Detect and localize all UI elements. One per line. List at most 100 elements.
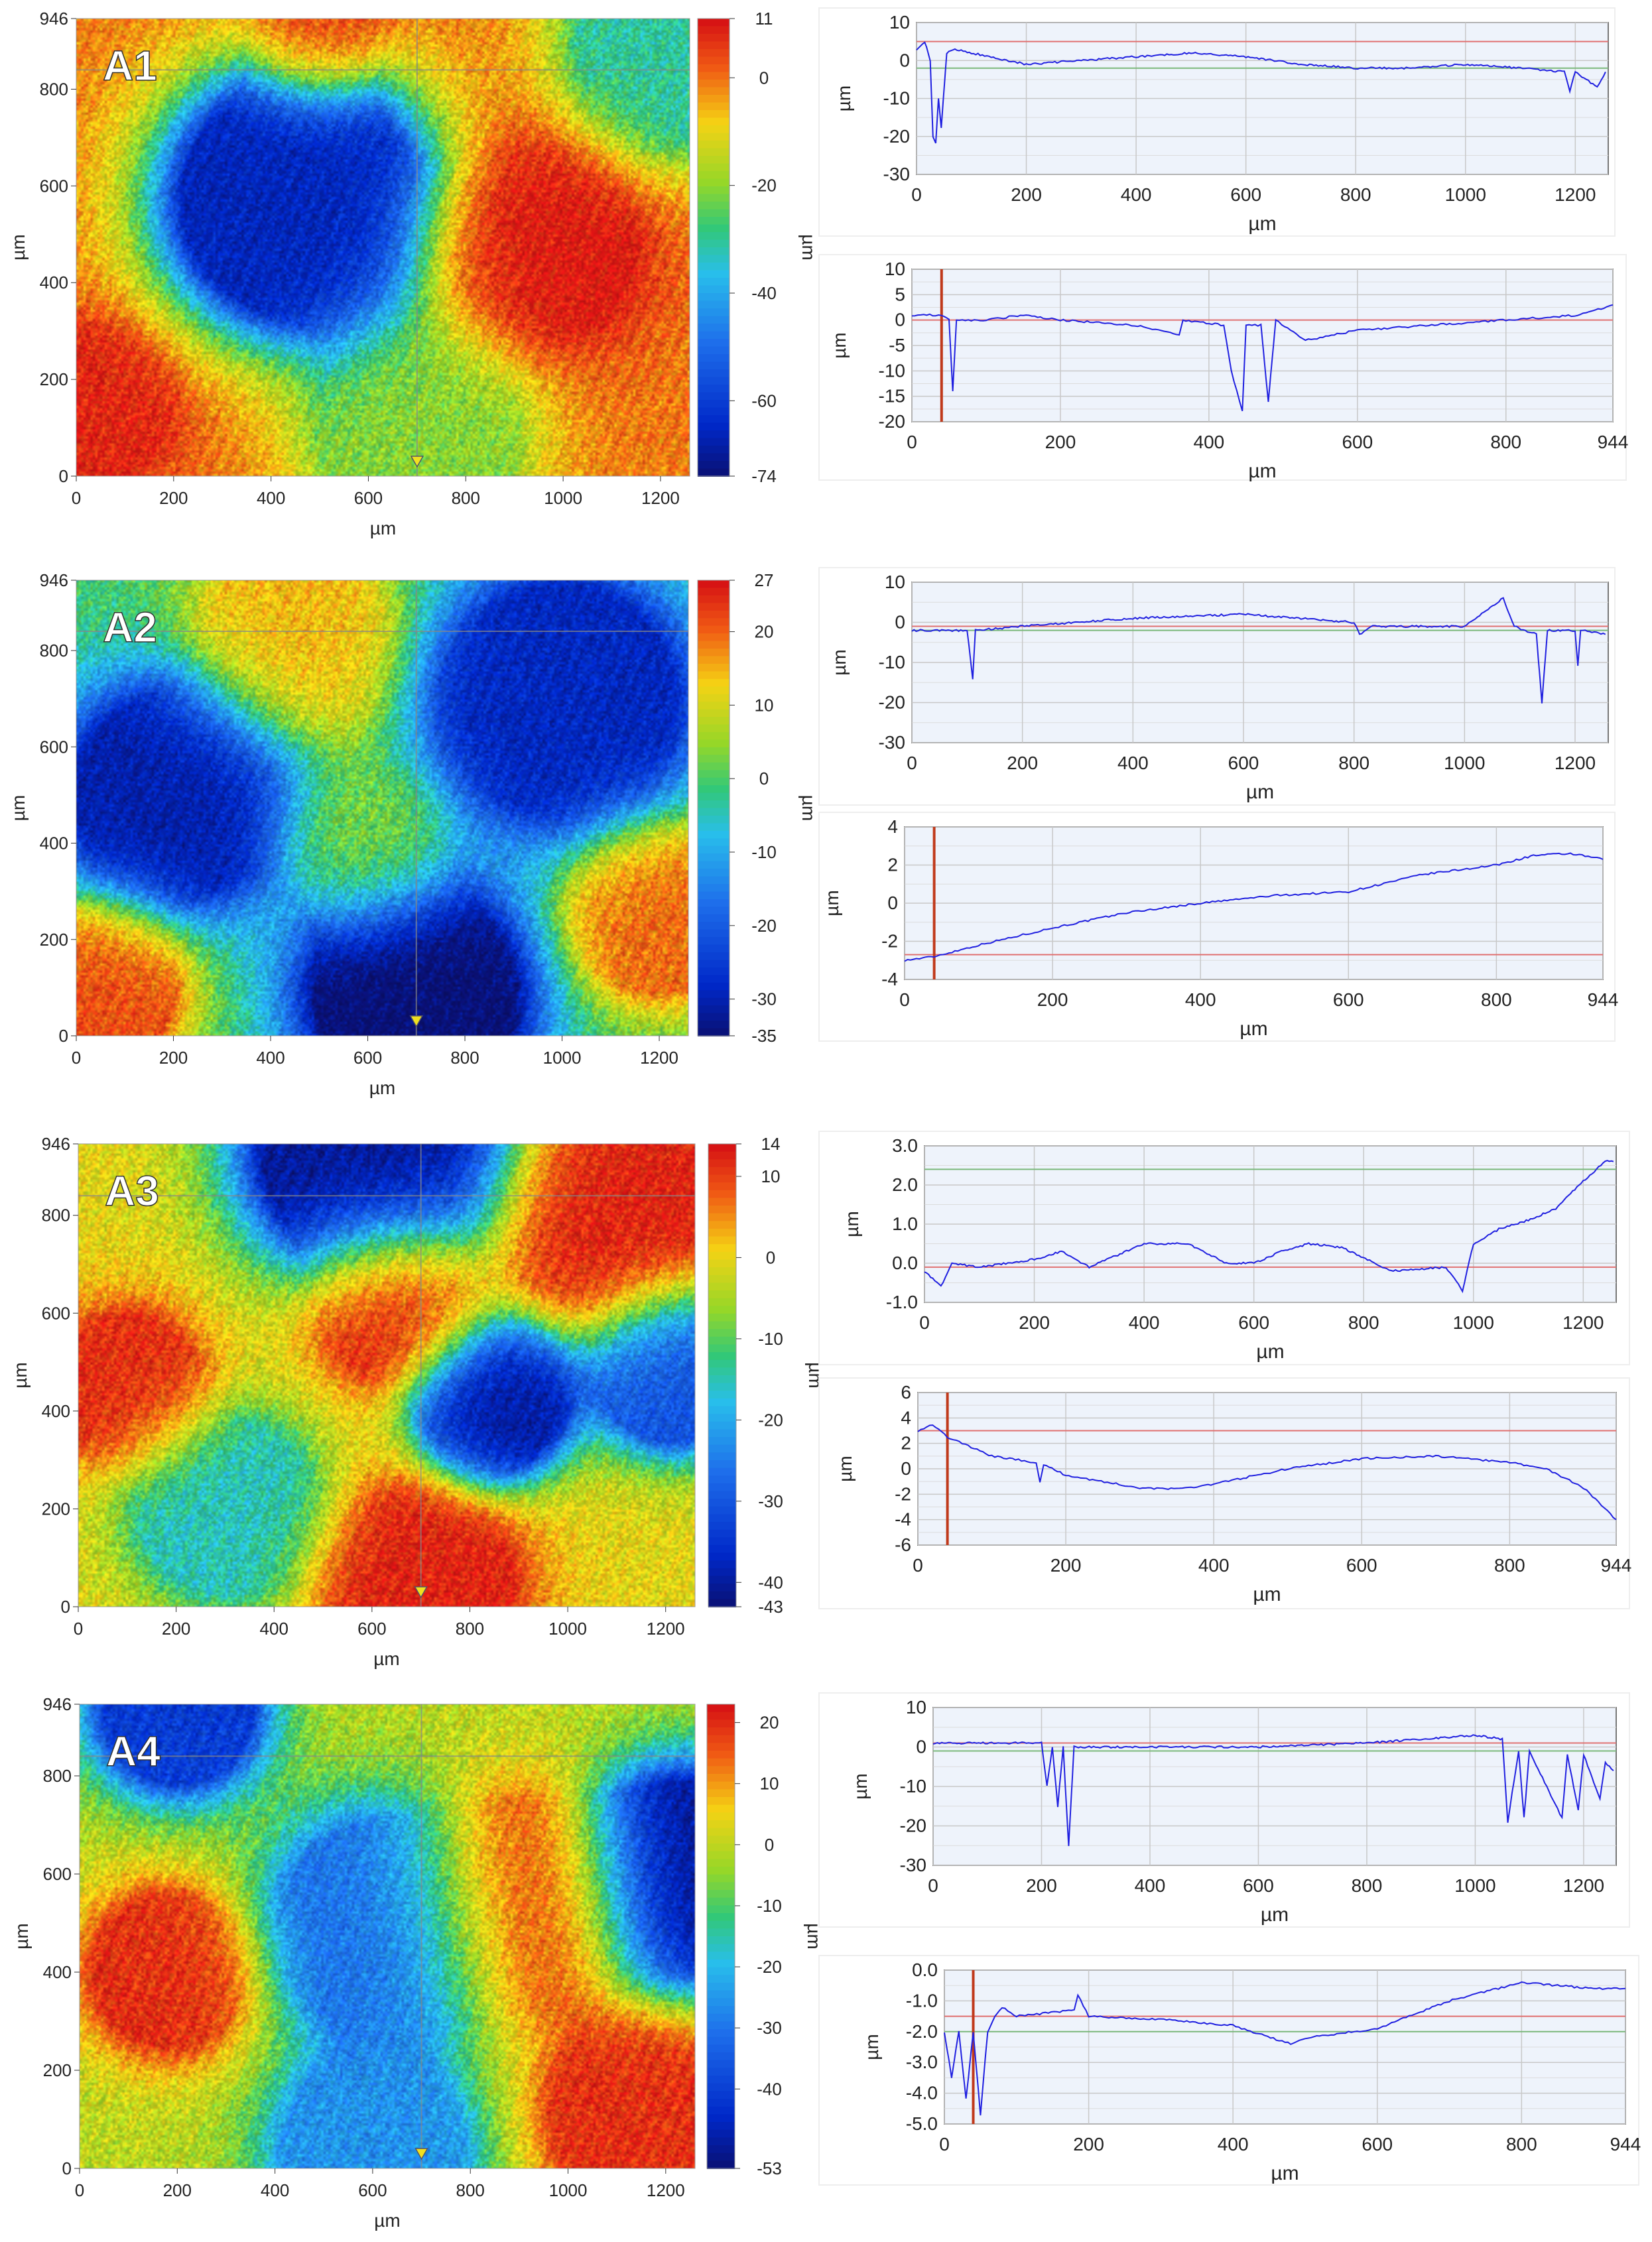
colorbar-tick-label: -30 [751, 989, 777, 1009]
x-tick-label: 400 [261, 2180, 289, 2200]
colorbar-segment [708, 1483, 736, 1492]
x-tick-label: 0 [72, 1048, 81, 1068]
colorbar-segment [707, 2006, 735, 2015]
colorbar-segment [698, 702, 730, 710]
colorbar-segment [708, 1236, 736, 1245]
colorbar-segment [708, 1414, 736, 1422]
colorbar-segment [708, 1522, 736, 1530]
y-tick-label: 10 [885, 572, 905, 592]
colorbar-tick-label: -20 [751, 916, 777, 936]
profile-series-line [917, 1424, 1617, 1521]
colorbar-label: µm [805, 1362, 826, 1388]
colorbar-segment [698, 80, 730, 88]
colorbar-segment [707, 2029, 735, 2038]
x-tick-label: 600 [1238, 1312, 1269, 1333]
y-tick-label: 0 [916, 1737, 926, 1757]
map-frame [79, 1704, 696, 2169]
colorbar-tick-label: 10 [760, 1774, 779, 1794]
colorbar-segment [708, 1359, 736, 1369]
x-tick-label: 200 [1011, 184, 1042, 205]
colorbar-segment [698, 339, 730, 347]
colorbar-segment [698, 603, 730, 611]
colorbar-segment [707, 1952, 735, 1960]
colorbar-segment [698, 87, 730, 95]
colorbar-segment [707, 1913, 735, 1922]
colorbar-segment [708, 1166, 736, 1176]
x-tick-label: 400 [257, 488, 285, 508]
colorbar-segment [708, 1144, 736, 1152]
y-tick-label: 600 [43, 1864, 72, 1884]
colorbar-segment [708, 1336, 736, 1345]
x-tick-label: 0 [928, 1875, 938, 1896]
x-tick-label: 0 [74, 1619, 83, 1639]
colorbar-segment [698, 446, 730, 454]
colorbar-tick-label: 0 [759, 769, 769, 788]
y-tick-label: 3.0 [892, 1135, 918, 1156]
colorbar-segment [698, 239, 730, 248]
colorbar-segment [707, 1828, 735, 1837]
colorbar-segment [698, 960, 730, 968]
colorbar-segment [698, 906, 730, 915]
colorbar: 14 10 0 -10 -20 -30 -40 -43 µm [708, 1134, 826, 1617]
x-tick-label: 1200 [647, 1619, 685, 1639]
colorbar-segment [707, 1843, 735, 1852]
y-tick-label: -3.0 [906, 2052, 938, 2072]
colorbar-segment [698, 678, 730, 688]
colorbar-segment [707, 1874, 735, 1883]
height-map-A4: A4 0 200 400 600 800 1000 1200 0 200 400 600 800 946 µ… [11, 1694, 696, 2231]
colorbar-segment [708, 1290, 736, 1299]
y-tick-label: 800 [40, 641, 68, 660]
y-tick-label: 946 [40, 9, 68, 29]
colorbar-segment [708, 1406, 736, 1415]
y-tick-label: 200 [40, 930, 68, 950]
cursor-marker-icon[interactable] [409, 1015, 424, 1028]
colorbar-segment [698, 967, 730, 976]
colorbar-segment [707, 2083, 735, 2092]
colorbar-segment [707, 1998, 735, 2007]
cursor-marker-icon[interactable] [414, 1586, 428, 1599]
x-tick-label: 600 [1230, 184, 1261, 205]
y-axis-label: µm [850, 1773, 871, 1799]
x-tick-label: 1000 [1445, 184, 1486, 205]
x-tick-label: 1000 [548, 1619, 587, 1639]
y-tick-label: 400 [43, 1962, 72, 1982]
colorbar-segment [698, 937, 730, 946]
y-tick-label: 4 [901, 1407, 911, 1428]
y-axis-label: µm [8, 234, 29, 260]
colorbar-segment [708, 1275, 736, 1284]
x-tick-label: 0 [75, 2180, 84, 2200]
y-tick-label: -10 [879, 360, 905, 381]
x-tick-label: 600 [1342, 432, 1373, 452]
y-axis-label: µm [834, 86, 854, 111]
colorbar-segment [707, 1719, 735, 1728]
colorbar-segment [698, 762, 730, 771]
colorbar-segment [708, 1282, 736, 1292]
x-axis-label: µm [373, 1649, 399, 1669]
colorbar-segment [698, 110, 730, 119]
x-axis-label: µm [1256, 1341, 1284, 1363]
colorbar-segment [698, 461, 730, 469]
colorbar-segment [708, 1221, 736, 1229]
cursor-marker-icon[interactable] [410, 456, 424, 468]
colorbar-frame [697, 18, 730, 477]
colorbar-segment [707, 1990, 735, 1999]
cursor-marker-icon[interactable] [414, 2148, 428, 2160]
colorbar-segment [707, 2114, 735, 2123]
colorbar-segment [708, 1599, 736, 1607]
colorbar-segment [698, 141, 730, 149]
colorbar-segment [698, 815, 730, 824]
profile-series-line [911, 597, 1606, 704]
colorbar-segment [707, 2152, 735, 2162]
colorbar-segment [707, 1804, 735, 1814]
colorbar-segment [698, 156, 730, 164]
x-tick-label: 200 [1045, 432, 1076, 452]
x-tick-label: 800 [1490, 432, 1521, 452]
colorbar-segment [698, 876, 730, 885]
colorbar-segment [698, 770, 730, 778]
colorbar-segment [708, 1537, 736, 1546]
colorbar-segment [698, 430, 730, 439]
colorbar-segment [707, 2076, 735, 2084]
